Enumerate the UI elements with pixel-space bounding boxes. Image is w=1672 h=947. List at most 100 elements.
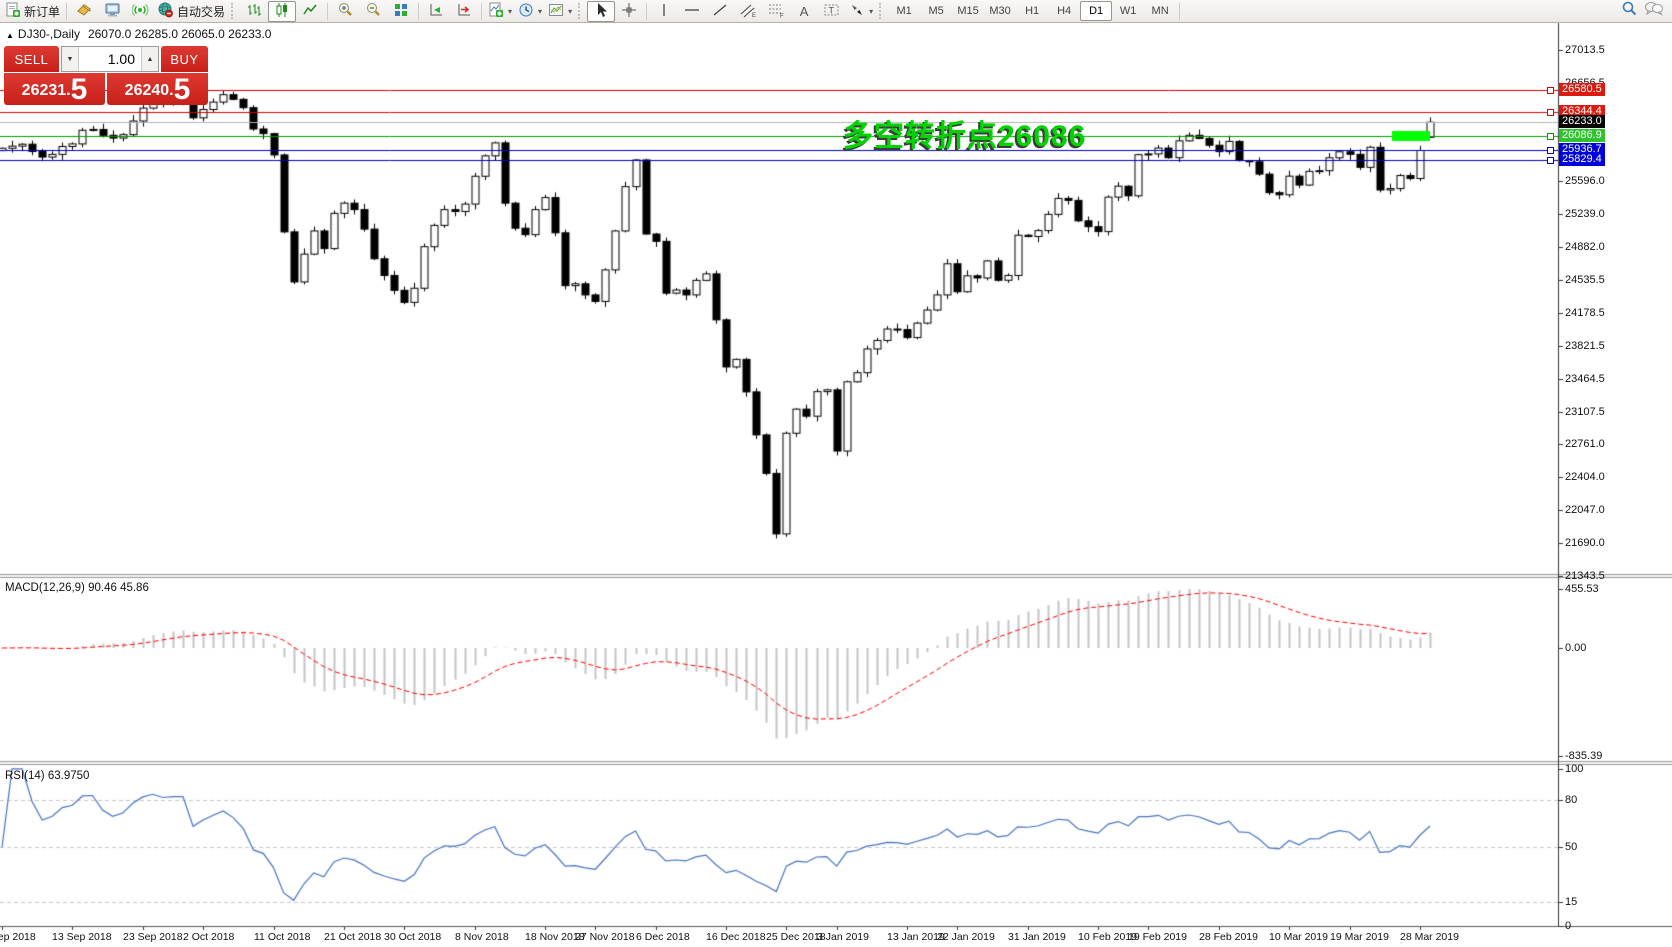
auto-scroll-button[interactable]: [422, 1, 450, 22]
line-chart-button[interactable]: [296, 1, 324, 22]
level-line-handle[interactable]: [1547, 157, 1554, 164]
text-button[interactable]: A: [790, 1, 818, 22]
candlestick-chart-button[interactable]: [268, 0, 297, 22]
signals-button[interactable]: [126, 1, 154, 22]
text-icon: A: [799, 3, 809, 19]
zoom-in-icon: [337, 2, 354, 21]
volume-value[interactable]: 1.00: [107, 51, 135, 67]
bar-chart-button[interactable]: [240, 1, 268, 22]
date-axis-label: 4 Sep 2018: [0, 931, 36, 943]
new-order-button[interactable]: 新订单: [2, 1, 63, 22]
date-axis-label: 22 Jan 2019: [937, 931, 995, 943]
rsi-axis-tick: 100: [1565, 763, 1584, 775]
cursor-arrow-icon: [594, 2, 608, 21]
level-line-handle[interactable]: [1547, 147, 1554, 154]
timeframe-group: M1 M5 M15 M30 H1 H4 D1 W1 MN: [888, 1, 1176, 21]
one-click-collapse-icon[interactable]: ▲: [6, 31, 14, 40]
buy-button[interactable]: BUY: [161, 46, 208, 72]
arrows-icon: [849, 2, 865, 21]
line-chart-icon: [302, 2, 318, 21]
new-order-icon: [5, 2, 21, 21]
volume-decrease-button[interactable]: ▼: [62, 47, 79, 71]
date-axis-label: 10 Feb 2019: [1078, 931, 1137, 943]
templates-dropdown-caret[interactable]: ▾: [568, 6, 573, 16]
macd-values: 90.46 45.86: [88, 582, 149, 594]
svg-text:T: T: [829, 5, 835, 15]
horizontal-line-button[interactable]: [678, 1, 706, 22]
sell-price[interactable]: 26231. 5: [4, 73, 105, 105]
price-axis-tick: 22047.0: [1565, 504, 1605, 516]
clock-icon: [518, 2, 534, 21]
price-level-label: 25936.7: [1559, 143, 1605, 156]
date-axis-label: 2 Oct 2018: [183, 931, 235, 943]
price-axis-tick: 22404.0: [1565, 471, 1605, 483]
indicators-dropdown-caret[interactable]: ▾: [508, 6, 513, 16]
toolbar: 新订单 自动交易: [0, 0, 1672, 23]
equidistant-channel-button[interactable]: E: [734, 1, 762, 22]
buy-price[interactable]: 26240. 5: [107, 73, 208, 105]
level-line-handle[interactable]: [1547, 109, 1554, 116]
level-line-handle[interactable]: [1547, 133, 1554, 140]
price-axis-tick: 24535.5: [1565, 274, 1605, 286]
ohlc-values: 26070.0 26285.0 26065.0 26233.0: [87, 27, 272, 41]
chart-shift-button[interactable]: [450, 1, 478, 22]
price-axis-tick: 25596.0: [1565, 175, 1605, 187]
price-axis-tick: 24882.0: [1565, 241, 1605, 253]
svg-text:F: F: [780, 13, 784, 18]
timeframe-button-m30[interactable]: M30: [989, 5, 1011, 17]
date-axis-label: 19 Mar 2019: [1330, 931, 1389, 943]
tile-windows-button[interactable]: [387, 1, 415, 22]
price-axis-tick: 24178.5: [1565, 307, 1605, 319]
timeframe-button-h1[interactable]: H1: [1025, 5, 1040, 17]
date-axis-label: 28 Mar 2019: [1400, 931, 1459, 943]
timeframe-button-m5[interactable]: M5: [928, 5, 944, 17]
cursor-button[interactable]: [587, 0, 616, 22]
indicators-button[interactable]: ▾: [485, 1, 515, 22]
date-axis-label: 16 Dec 2018: [706, 931, 766, 943]
search-icon[interactable]: [1621, 0, 1638, 22]
fibonacci-button[interactable]: F: [762, 1, 790, 22]
autotrade-label: 自动交易: [177, 4, 226, 19]
arrows-button[interactable]: ▾: [846, 1, 876, 22]
timeframe-button-m1[interactable]: M1: [896, 5, 912, 17]
date-axis-label: 11 Oct 2018: [254, 931, 311, 943]
template-icon: [548, 2, 564, 21]
macd-indicator-label: MACD(12,26,9) 90.46 45.86: [5, 582, 149, 594]
timeframe-button-mn[interactable]: MN: [1151, 5, 1169, 17]
macd-axis-tick: -835.39: [1565, 750, 1603, 762]
timeframe-button-h4[interactable]: H4: [1057, 5, 1072, 17]
price-axis-tick: 25239.0: [1565, 208, 1605, 220]
periods-button[interactable]: ▾: [515, 1, 545, 22]
text-label-button[interactable]: T: [818, 1, 846, 22]
price-level-label: 26086.9: [1559, 129, 1605, 142]
macd-axis-tick: 0.00: [1565, 642, 1587, 654]
periods-dropdown-caret[interactable]: ▾: [538, 6, 543, 16]
arrows-dropdown-caret[interactable]: ▾: [869, 6, 874, 16]
sell-button[interactable]: SELL: [4, 46, 59, 72]
trendline-button[interactable]: [706, 1, 734, 22]
crosshair-button[interactable]: [615, 1, 643, 22]
price-level-label: 25829.4: [1559, 153, 1605, 166]
timeframe-button-m15[interactable]: M15: [957, 5, 979, 17]
buy-price-big-digit: 5: [173, 73, 191, 106]
timeframe-button-d1[interactable]: D1: [1080, 1, 1113, 21]
autotrade-button[interactable]: 自动交易: [154, 1, 228, 22]
vertical-line-button[interactable]: [650, 1, 678, 22]
chart-annotation-text: 多空转折点26086: [843, 120, 1087, 153]
volume-increase-button[interactable]: ▲: [141, 47, 158, 71]
price-level-label: 26580.5: [1559, 83, 1605, 96]
symbol-period: DJ30-,Daily: [17, 27, 80, 41]
market-watch-button[interactable]: [70, 1, 98, 22]
date-axis-label: 21 Oct 2018: [324, 931, 382, 943]
toolbar-separator: [481, 2, 483, 20]
chart-window-button[interactable]: [98, 1, 126, 22]
timeframe-button-w1[interactable]: W1: [1119, 5, 1137, 17]
one-click-trade-panel: SELL ▼ 1.00 ▲ BUY 26231. 5 26240. 5: [4, 46, 208, 105]
zoom-out-button[interactable]: [359, 1, 387, 22]
templates-button[interactable]: ▾: [545, 1, 575, 22]
chat-icon[interactable]: [1644, 0, 1664, 22]
level-line-handle[interactable]: [1547, 87, 1554, 94]
zoom-in-button[interactable]: [331, 1, 359, 22]
